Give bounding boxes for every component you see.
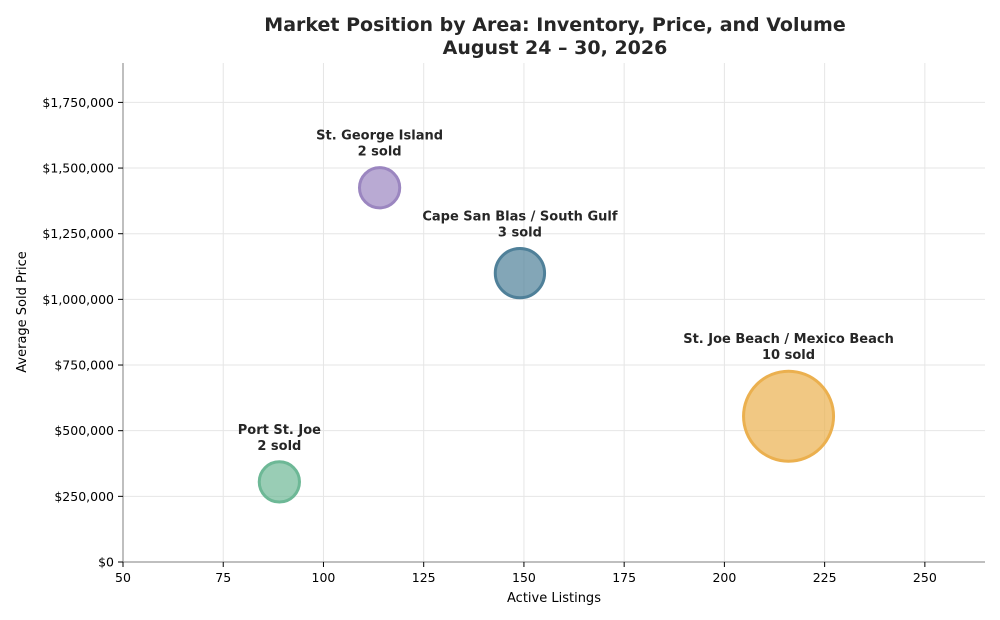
x-tick-label: 200 (712, 570, 736, 585)
bubble (257, 460, 301, 504)
y-tick-label: $1,750,000 (42, 95, 114, 110)
x-tick-label: 175 (612, 570, 636, 585)
bubble-area-label: St. George Island (316, 129, 443, 144)
bubble (493, 246, 547, 300)
x-tick-label: 100 (312, 570, 336, 585)
y-tick-label: $1,000,000 (42, 292, 114, 307)
bubble-area-label: St. Joe Beach / Mexico Beach (683, 332, 894, 347)
x-tick-label: 50 (115, 570, 131, 585)
x-tick-label: 250 (913, 570, 937, 585)
x-tick-label: 125 (412, 570, 436, 585)
grid-lines (123, 63, 985, 562)
y-tick-label: $250,000 (54, 489, 114, 504)
x-tick-label: 75 (215, 570, 231, 585)
y-axis-label: Average Sold Price (15, 251, 30, 372)
bubble-sold-label: 2 sold (257, 439, 301, 454)
y-tick-label: $0 (98, 555, 114, 570)
bubbles (257, 166, 836, 504)
y-tick-label: $500,000 (54, 423, 114, 438)
bubble (357, 166, 402, 210)
x-ticks: 50 75 100 125 150 175 200 225 250 (115, 562, 937, 585)
x-axis-label: Active Listings (507, 591, 601, 606)
bubble-area-label: Port St. Joe (238, 423, 321, 438)
chart-title: Market Position by Area: Inventory, Pric… (264, 14, 845, 36)
bubble-sold-label: 2 sold (358, 145, 402, 160)
bubble-area-label: Cape San Blas / South Gulf (422, 209, 617, 224)
x-tick-label: 150 (512, 570, 536, 585)
bubble-sold-label: 3 sold (498, 225, 542, 240)
bubble (742, 369, 836, 463)
y-ticks: $0 $250,000 $500,000 $750,000 $1,000,000 $1,2… (42, 95, 123, 570)
y-tick-label: $750,000 (54, 358, 114, 373)
y-tick-label: $1,250,000 (42, 226, 114, 241)
chart-subtitle: August 24 – 30, 2026 (443, 37, 668, 59)
y-tick-label: $1,500,000 (42, 161, 114, 176)
bubble-sold-label: 10 sold (762, 348, 815, 363)
x-tick-label: 225 (813, 570, 837, 585)
